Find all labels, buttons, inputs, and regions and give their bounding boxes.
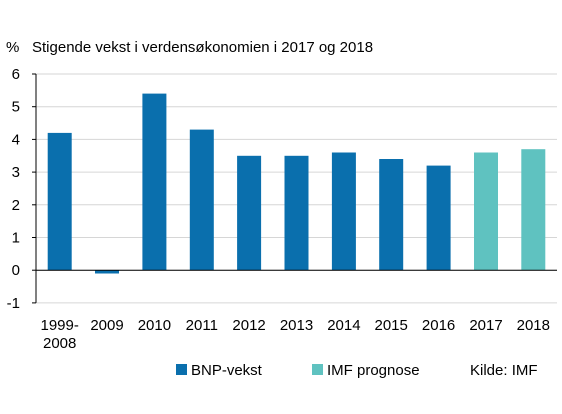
axes <box>32 73 557 304</box>
bar <box>284 155 309 271</box>
x-tick-label: 2015 <box>375 317 408 334</box>
x-tick-label: 2013 <box>280 317 313 334</box>
legend-label: IMF prognose <box>327 362 420 379</box>
y-tick-label: 1 <box>12 230 20 247</box>
y-tick-label: 4 <box>12 131 20 148</box>
bar <box>331 152 356 271</box>
bar <box>142 93 167 271</box>
bar <box>379 159 404 271</box>
legend-swatch <box>312 364 323 375</box>
y-unit-label: % <box>6 39 19 56</box>
x-tick-label: 2016 <box>422 317 455 334</box>
bars <box>47 93 546 274</box>
bar <box>95 270 119 274</box>
bar <box>189 129 214 271</box>
legend-label: BNP-vekst <box>191 362 263 379</box>
bar <box>521 149 546 271</box>
bar <box>426 165 451 271</box>
y-tick-label: 6 <box>12 66 20 83</box>
bar <box>474 152 498 271</box>
y-tick-label: 5 <box>12 99 20 116</box>
x-tick-label: 1999- <box>41 317 79 334</box>
legend: BNP-vekst IMF prognose <box>176 362 420 379</box>
x-tick-label: 2009 <box>90 317 123 334</box>
x-tick-label: 2018 <box>517 317 550 334</box>
x-tick-label: 2017 <box>469 317 502 334</box>
y-tick-label: 2 <box>12 197 20 214</box>
x-tick-label: 2011 <box>186 317 218 334</box>
x-tick-labels: 1999-2008 2009 2010 2011 2012 2013 2014 2015 201… <box>41 317 550 352</box>
chart-title: Stigende vekst i verdensøkonomien i 2017… <box>32 39 373 56</box>
x-tick-label: 2008 <box>43 335 76 352</box>
y-tick-labels: -1 0 1 2 3 4 5 6 <box>7 66 20 312</box>
y-tick-label: 3 <box>12 164 20 181</box>
x-tick-label: 2010 <box>138 317 171 334</box>
y-tick-label: 0 <box>12 262 20 279</box>
legend-swatch <box>176 364 187 375</box>
bar <box>237 155 262 271</box>
bar <box>47 132 72 271</box>
y-tick-label: -1 <box>7 295 20 312</box>
x-tick-label: 2014 <box>327 317 360 334</box>
x-tick-label: 2012 <box>232 317 265 334</box>
source-note: Kilde: IMF <box>470 362 538 379</box>
